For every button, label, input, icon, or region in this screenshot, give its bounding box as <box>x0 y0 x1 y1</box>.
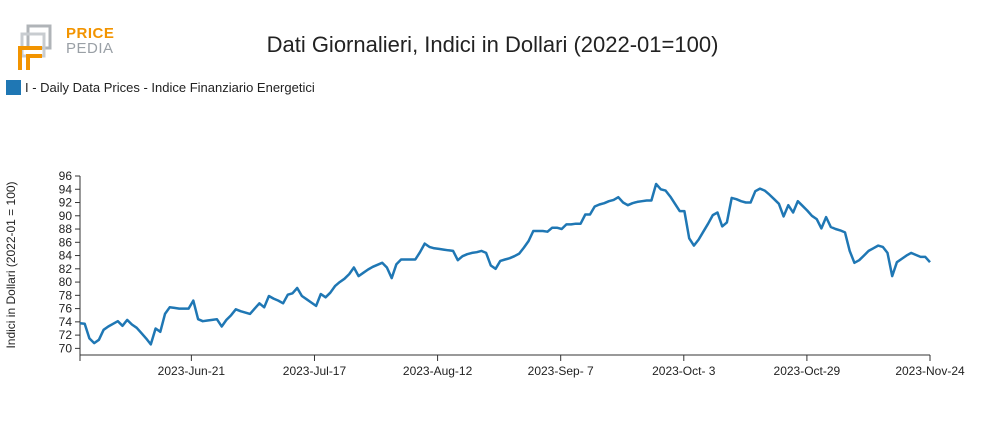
legend-swatch <box>6 80 21 95</box>
series-layer <box>79 182 931 346</box>
legend[interactable]: I - Daily Data Prices - Indice Finanziar… <box>6 80 315 95</box>
y-tick-label: 92 <box>59 196 73 210</box>
logo-line-1: PRICE <box>66 25 115 42</box>
chart-title: Dati Giornalieri, Indici in Dollari (202… <box>266 32 719 57</box>
y-tick-label: 88 <box>59 222 73 236</box>
x-tick-label: 2023-Oct- 3 <box>652 364 716 378</box>
y-tick-label: 82 <box>59 262 73 276</box>
x-tick-label: 2023-Nov-24 <box>895 364 965 378</box>
pricepedia-logo-mark <box>18 24 52 70</box>
x-tick-label: 2023-Oct-29 <box>774 364 841 378</box>
x-tick-label: 2023-Sep- 7 <box>528 364 594 378</box>
y-tick-label: 72 <box>59 328 73 342</box>
y-tick-label: 74 <box>59 315 73 329</box>
logo-line-2: PEDIA <box>66 40 114 57</box>
y-tick-label: 76 <box>59 302 73 316</box>
y-tick-label: 96 <box>59 169 73 183</box>
pricepedia-wordmark: PRICE PEDIA <box>66 26 114 56</box>
y-tick-label: 84 <box>59 249 73 263</box>
legend-label: I - Daily Data Prices - Indice Finanziar… <box>25 80 315 95</box>
pricepedia-logo: PRICE PEDIA <box>18 24 128 72</box>
x-tick-label: 2023-Aug-12 <box>403 364 473 378</box>
y-tick-label: 94 <box>59 182 73 196</box>
x-tick-label: 2023-Jul-17 <box>283 364 347 378</box>
y-tick-label: 78 <box>59 288 73 302</box>
y-tick-label: 90 <box>59 209 73 223</box>
y-tick-label: 80 <box>59 275 73 289</box>
y-tick-label: 70 <box>59 341 73 355</box>
y-axis-label: Indici in Dollari (2022-01 = 100) <box>4 181 18 348</box>
y-tick-label: 86 <box>59 235 73 249</box>
x-axis: 2023-Jun-21 2023-Jul-17 2023-Aug-12 2023-Se… <box>79 354 965 378</box>
series-line-0 <box>79 182 931 346</box>
x-tick-label: 2023-Jun-21 <box>158 364 226 378</box>
